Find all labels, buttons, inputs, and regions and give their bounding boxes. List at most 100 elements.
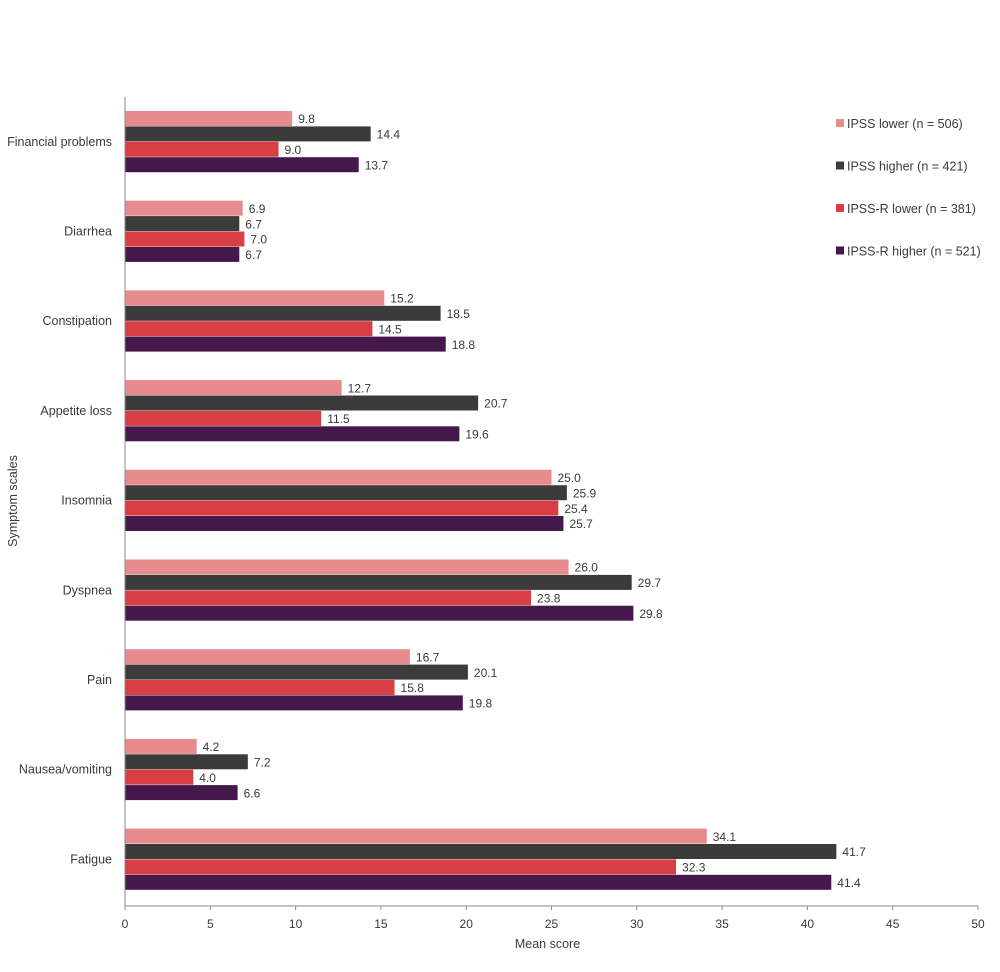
category-label: Constipation bbox=[43, 314, 113, 328]
bar bbox=[125, 485, 567, 501]
legend-swatch bbox=[836, 204, 844, 212]
x-axis-ticks: 0 5 10 15 20 25 30 35 40 45 50 bbox=[122, 906, 985, 931]
bar bbox=[125, 500, 559, 516]
bar bbox=[125, 321, 373, 337]
category-label: Insomnia bbox=[61, 494, 112, 508]
bar bbox=[125, 828, 707, 844]
value-label: 34.1 bbox=[713, 830, 737, 844]
value-label: 7.2 bbox=[254, 756, 271, 770]
value-labels-layer: 9.814.49.013.76.96.77.06.715.218.514.518… bbox=[199, 112, 866, 890]
value-label: 7.0 bbox=[250, 233, 267, 247]
value-label: 14.5 bbox=[378, 322, 402, 336]
value-label: 29.8 bbox=[639, 607, 663, 621]
value-label: 41.4 bbox=[837, 876, 861, 890]
bar bbox=[125, 111, 293, 126]
category-label: Appetite loss bbox=[40, 404, 112, 418]
x-tick-label: 15 bbox=[374, 917, 388, 931]
value-label: 11.5 bbox=[327, 412, 350, 426]
value-label: 12.7 bbox=[348, 381, 372, 395]
x-tick-label: 50 bbox=[971, 917, 985, 931]
legend-swatch bbox=[836, 246, 844, 255]
bar bbox=[125, 738, 197, 754]
value-label: 25.7 bbox=[569, 517, 593, 531]
value-label: 14.4 bbox=[377, 128, 401, 142]
value-label: 20.7 bbox=[484, 397, 508, 411]
value-label: 25.9 bbox=[573, 486, 597, 500]
value-label: 20.1 bbox=[474, 666, 498, 680]
legend-label: IPSS-R lower (n = 381) bbox=[847, 202, 976, 216]
legend-label: IPSS lower (n = 506) bbox=[847, 117, 963, 131]
x-axis-title: Mean score bbox=[515, 937, 580, 951]
bar bbox=[125, 695, 463, 711]
category-label: Nausea/vomiting bbox=[19, 763, 112, 777]
value-label: 15.8 bbox=[401, 681, 425, 695]
value-label: 4.2 bbox=[203, 740, 220, 754]
value-label: 6.7 bbox=[245, 217, 262, 231]
value-label: 16.7 bbox=[416, 650, 440, 664]
value-label: 9.0 bbox=[285, 143, 302, 157]
bar bbox=[125, 680, 395, 695]
x-tick-label: 10 bbox=[289, 917, 303, 931]
bar bbox=[125, 290, 385, 306]
bar bbox=[125, 754, 248, 770]
category-label: Diarrhea bbox=[64, 225, 112, 239]
legend-label: IPSS-R higher (n = 521) bbox=[847, 245, 981, 259]
bar bbox=[125, 559, 569, 575]
bar bbox=[125, 410, 322, 426]
legend-swatch bbox=[836, 161, 844, 170]
value-label: 41.7 bbox=[842, 845, 866, 859]
value-label: 26.0 bbox=[575, 561, 599, 575]
value-label: 6.6 bbox=[244, 786, 261, 800]
value-label: 4.0 bbox=[199, 771, 216, 785]
bar bbox=[125, 231, 245, 247]
bar bbox=[125, 664, 468, 680]
bar bbox=[125, 844, 837, 859]
bar bbox=[125, 469, 552, 485]
bar bbox=[125, 246, 240, 262]
bar bbox=[125, 157, 359, 173]
legend-label: IPSS higher (n = 421) bbox=[847, 160, 968, 174]
bar bbox=[125, 769, 194, 785]
bar bbox=[125, 785, 238, 801]
value-label: 18.8 bbox=[452, 338, 476, 352]
y-axis-title: Symptom scales bbox=[6, 455, 20, 547]
legend: IPSS lower (n = 506) IPSS higher (n = 421… bbox=[836, 117, 981, 259]
x-tick-label: 30 bbox=[630, 917, 644, 931]
x-tick-label: 20 bbox=[460, 917, 474, 931]
value-label: 9.8 bbox=[298, 112, 315, 126]
bar bbox=[125, 141, 279, 157]
bar bbox=[125, 605, 634, 621]
bar bbox=[125, 380, 342, 396]
x-tick-label: 5 bbox=[207, 917, 214, 931]
bar bbox=[125, 590, 532, 606]
value-label: 23.8 bbox=[537, 592, 561, 606]
bar bbox=[125, 200, 243, 216]
bar bbox=[125, 305, 441, 321]
value-label: 19.8 bbox=[469, 697, 493, 711]
bar bbox=[125, 649, 410, 665]
value-label: 13.7 bbox=[365, 158, 389, 172]
value-label: 32.3 bbox=[682, 861, 706, 875]
x-tick-label: 25 bbox=[545, 917, 559, 931]
x-tick-label: 40 bbox=[801, 917, 815, 931]
bar bbox=[125, 859, 677, 875]
value-label: 6.7 bbox=[245, 248, 262, 262]
x-tick-label: 0 bbox=[122, 917, 129, 931]
value-label: 19.6 bbox=[465, 428, 489, 442]
value-label: 15.2 bbox=[390, 292, 414, 306]
bar bbox=[125, 336, 446, 352]
x-tick-label: 35 bbox=[715, 917, 729, 931]
category-label: Dyspnea bbox=[63, 583, 112, 597]
value-label: 25.0 bbox=[558, 471, 582, 485]
bar bbox=[125, 426, 460, 442]
bar bbox=[125, 395, 479, 411]
value-label: 18.5 bbox=[447, 307, 471, 321]
bar bbox=[125, 216, 240, 232]
legend-swatch bbox=[836, 119, 844, 127]
value-label: 29.7 bbox=[638, 576, 662, 590]
bar bbox=[125, 874, 832, 890]
category-labels-layer: Financial problems Diarrhea Constipation Ap… bbox=[7, 135, 112, 867]
value-label: 25.4 bbox=[564, 502, 588, 516]
bar bbox=[125, 516, 564, 531]
x-tick-label: 45 bbox=[886, 917, 900, 931]
